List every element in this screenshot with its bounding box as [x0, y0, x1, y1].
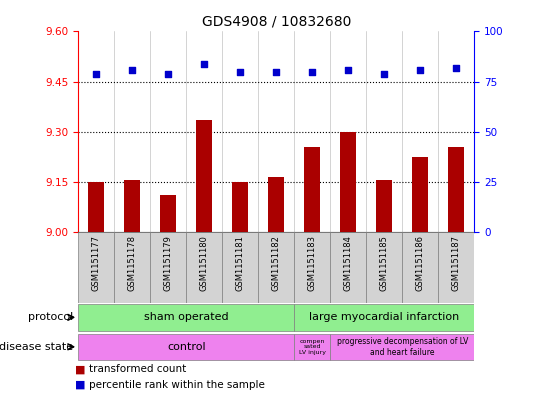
Bar [268, 177, 285, 232]
Text: GSM1151182: GSM1151182 [272, 235, 281, 291]
Point [164, 70, 172, 77]
Bar [222, 232, 258, 303]
Bar [448, 147, 465, 232]
Bar [402, 232, 438, 303]
Bar [258, 232, 294, 303]
Point [236, 68, 245, 75]
Point [452, 64, 461, 71]
Bar [294, 232, 330, 303]
Text: compen
sated
LV injury: compen sated LV injury [299, 338, 326, 355]
Bar [340, 132, 356, 232]
Bar [160, 195, 176, 232]
Bar [186, 232, 222, 303]
Bar [438, 232, 474, 303]
Text: sham operated: sham operated [144, 312, 229, 322]
Bar [330, 334, 474, 360]
Text: GSM1151177: GSM1151177 [92, 235, 101, 291]
Text: protocol: protocol [27, 312, 73, 322]
Text: GSM1151185: GSM1151185 [380, 235, 389, 291]
Bar [232, 182, 248, 232]
Text: GSM1151179: GSM1151179 [164, 235, 172, 291]
Text: disease state: disease state [0, 342, 73, 352]
Bar [88, 182, 104, 232]
Bar [367, 232, 402, 303]
Text: percentile rank within the sample: percentile rank within the sample [89, 380, 265, 390]
Title: GDS4908 / 10832680: GDS4908 / 10832680 [202, 15, 351, 29]
Text: GSM1151186: GSM1151186 [416, 235, 425, 291]
Text: transformed count: transformed count [89, 364, 186, 375]
Bar [114, 232, 150, 303]
Text: progressive decompensation of LV
and heart failure: progressive decompensation of LV and hea… [336, 337, 468, 356]
Bar [124, 180, 140, 232]
Point [380, 70, 389, 77]
Bar [150, 232, 186, 303]
Text: GSM1151181: GSM1151181 [236, 235, 245, 291]
Bar [78, 304, 294, 331]
Point [272, 68, 281, 75]
Point [416, 66, 425, 73]
Point [128, 66, 136, 73]
Text: GSM1151187: GSM1151187 [452, 235, 461, 291]
Bar [330, 232, 367, 303]
Bar [78, 334, 294, 360]
Point [344, 66, 353, 73]
Point [200, 61, 209, 67]
Point [308, 68, 316, 75]
Text: control: control [167, 342, 205, 352]
Text: GSM1151184: GSM1151184 [344, 235, 353, 291]
Bar [294, 334, 330, 360]
Bar [294, 304, 474, 331]
Bar [304, 147, 320, 232]
Text: ■: ■ [75, 364, 86, 375]
Text: large myocardial infarction: large myocardial infarction [309, 312, 459, 322]
Bar [412, 157, 429, 232]
Text: GSM1151183: GSM1151183 [308, 235, 317, 291]
Bar [78, 232, 114, 303]
Bar [376, 180, 392, 232]
Point [92, 70, 100, 77]
Text: GSM1151178: GSM1151178 [128, 235, 137, 291]
Text: ■: ■ [75, 380, 86, 390]
Text: GSM1151180: GSM1151180 [200, 235, 209, 291]
Bar [196, 120, 212, 232]
